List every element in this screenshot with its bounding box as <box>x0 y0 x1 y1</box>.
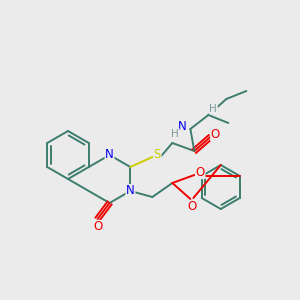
Text: N: N <box>126 184 135 197</box>
Text: H: H <box>209 104 217 114</box>
Text: N: N <box>178 121 187 134</box>
Text: O: O <box>211 128 220 140</box>
Text: O: O <box>196 166 205 178</box>
Text: O: O <box>93 220 102 233</box>
Text: O: O <box>188 200 197 214</box>
Text: H: H <box>172 129 179 139</box>
Text: S: S <box>154 148 161 160</box>
Text: N: N <box>105 148 114 161</box>
